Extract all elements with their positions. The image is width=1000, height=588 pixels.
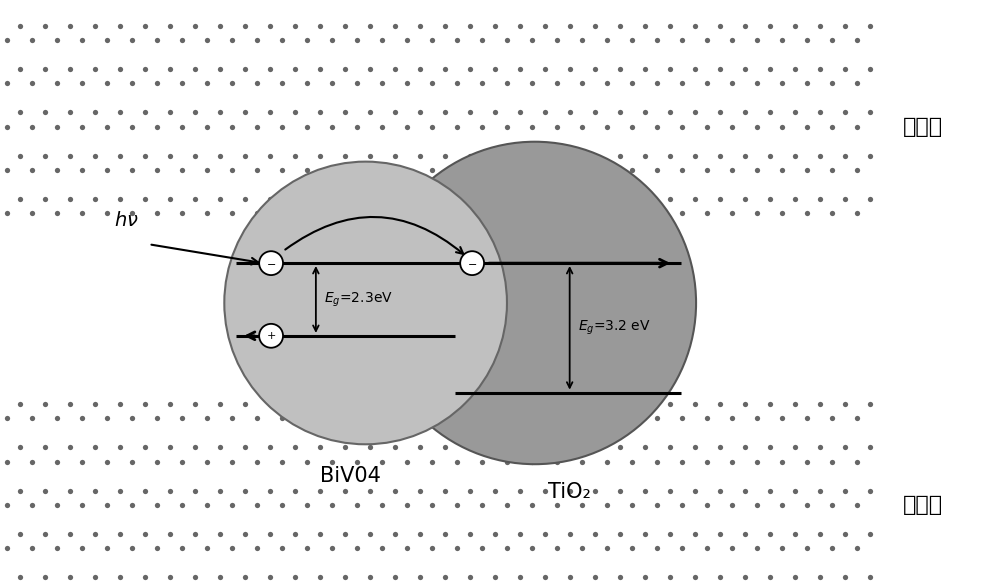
Text: 石墨烯: 石墨烯 — [903, 495, 943, 515]
Text: $h\nu$: $h\nu$ — [114, 211, 139, 230]
Text: 石墨烯: 石墨烯 — [903, 117, 943, 137]
Text: $E_g$=3.2 eV: $E_g$=3.2 eV — [578, 319, 650, 337]
Text: $E_g$=2.3eV: $E_g$=2.3eV — [324, 290, 393, 309]
Text: $-$: $-$ — [266, 258, 276, 268]
Text: $-$: $-$ — [467, 258, 477, 268]
Circle shape — [374, 142, 696, 464]
Text: BiV04: BiV04 — [320, 466, 381, 486]
Circle shape — [259, 251, 283, 275]
Circle shape — [460, 251, 484, 275]
Text: $+$: $+$ — [266, 330, 276, 341]
Text: TiO₂: TiO₂ — [548, 482, 591, 502]
Circle shape — [224, 162, 507, 445]
Circle shape — [259, 324, 283, 348]
